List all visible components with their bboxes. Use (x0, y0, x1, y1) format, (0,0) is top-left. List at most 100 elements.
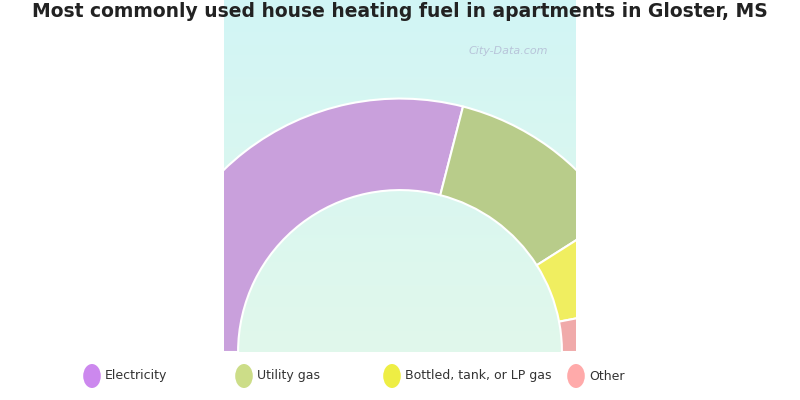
Ellipse shape (83, 364, 101, 388)
Bar (224, 164, 576, 166)
Bar (224, 268, 576, 269)
Bar (224, 172, 576, 174)
Bar (224, 15, 576, 16)
Bar (224, 348, 576, 350)
Bar (224, 297, 576, 298)
Bar (224, 240, 576, 242)
Bar (224, 188, 576, 189)
Bar (224, 272, 576, 273)
Bar (224, 97, 576, 98)
Bar (224, 230, 576, 231)
Bar (224, 41, 576, 42)
Bar (224, 236, 576, 237)
Bar (224, 248, 576, 249)
Bar (224, 162, 576, 163)
Bar (224, 29, 576, 30)
Ellipse shape (567, 364, 585, 388)
Bar (224, 304, 576, 305)
Bar (224, 74, 576, 75)
Bar (224, 260, 576, 262)
Bar (224, 243, 576, 244)
Bar (224, 2, 576, 4)
Bar (224, 46, 576, 47)
Bar (224, 283, 576, 284)
Bar (224, 32, 576, 33)
Bar (224, 62, 576, 63)
Bar (224, 82, 576, 83)
Bar (224, 177, 576, 178)
Bar (224, 325, 576, 326)
Bar (224, 273, 576, 274)
Bar (224, 276, 576, 277)
Bar (224, 93, 576, 94)
Bar (224, 33, 576, 34)
Bar (224, 28, 576, 29)
Bar (224, 61, 576, 62)
Bar (224, 146, 576, 147)
Bar (224, 336, 576, 337)
Bar (224, 270, 576, 271)
Bar (224, 92, 576, 93)
Bar (224, 50, 576, 52)
Bar (224, 312, 576, 313)
Bar (224, 18, 576, 19)
Bar (224, 155, 576, 156)
Bar (224, 35, 576, 36)
Bar (224, 197, 576, 198)
Bar (224, 166, 576, 167)
Bar (224, 220, 576, 222)
Bar (224, 120, 576, 121)
Bar (224, 250, 576, 251)
Wedge shape (146, 98, 463, 352)
Bar (224, 334, 576, 336)
Bar (224, 185, 576, 186)
Bar (224, 115, 576, 116)
Bar (224, 148, 576, 149)
Bar (224, 255, 576, 256)
Bar (224, 4, 576, 5)
Ellipse shape (235, 364, 253, 388)
Bar (224, 190, 576, 191)
Bar (224, 138, 576, 140)
Bar (224, 104, 576, 106)
Bar (224, 184, 576, 185)
Bar (224, 128, 576, 129)
Bar (224, 204, 576, 205)
Bar (224, 195, 576, 196)
Bar (224, 292, 576, 293)
Bar (224, 224, 576, 225)
Bar (224, 80, 576, 81)
Bar (224, 206, 576, 208)
Bar (224, 116, 576, 117)
Ellipse shape (383, 364, 401, 388)
Bar (224, 89, 576, 90)
Bar (224, 142, 576, 143)
Bar (224, 176, 576, 177)
Bar (224, 245, 576, 246)
Bar (224, 311, 576, 312)
Bar (224, 81, 576, 82)
Bar (224, 112, 576, 113)
Bar (224, 280, 576, 282)
Bar (224, 55, 576, 56)
Bar (224, 342, 576, 343)
Bar (224, 98, 576, 100)
Bar (224, 326, 576, 327)
Bar (224, 75, 576, 76)
Bar (224, 103, 576, 104)
Bar (224, 84, 576, 86)
Bar (224, 286, 576, 288)
Bar (224, 181, 576, 182)
Bar (224, 169, 576, 170)
Bar (224, 149, 576, 150)
Bar (224, 214, 576, 215)
Bar (224, 222, 576, 223)
Bar (224, 143, 576, 144)
Bar (224, 320, 576, 322)
Bar (224, 147, 576, 148)
Bar (224, 244, 576, 245)
Bar (224, 152, 576, 154)
Bar (224, 232, 576, 234)
Bar (224, 130, 576, 132)
Bar (224, 109, 576, 110)
